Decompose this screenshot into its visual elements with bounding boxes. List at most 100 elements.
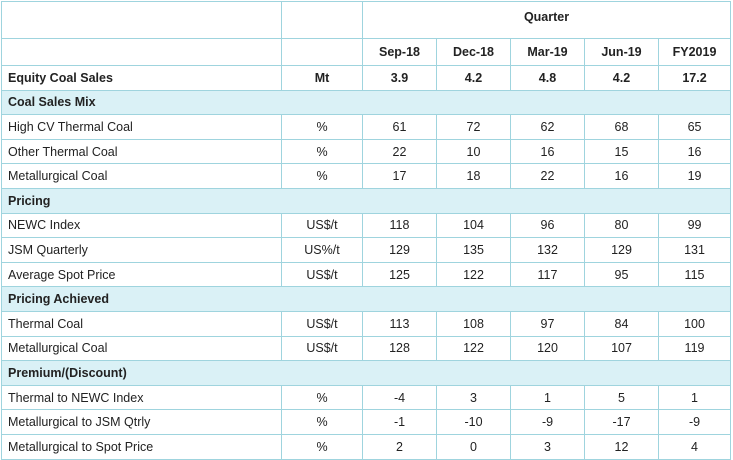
header-blank-cell [281, 1, 363, 39]
value-cell: 16 [510, 138, 585, 165]
table-row: High CV Thermal Coal% 61 72 62 68 65 [1, 114, 732, 140]
table-row: NEWC Index US$/t 118 104 96 80 99 [1, 212, 732, 239]
period-header: Jun-19 [584, 38, 659, 66]
value-cell: 99 [657, 212, 732, 239]
header-group-row: Quarter [1, 1, 732, 39]
value-cell: 3 [436, 384, 511, 411]
value-cell: 119 [657, 335, 732, 362]
section-title: Pricing Achieved [0, 286, 732, 312]
value-cell: 100 [657, 310, 732, 337]
value-cell: 135 [436, 237, 511, 263]
value-cell: -9 [657, 409, 732, 435]
value-cell: 3 [510, 433, 585, 460]
value-cell: 61 [362, 114, 437, 140]
value-cell: 131 [657, 237, 732, 263]
value-cell: 113 [362, 310, 437, 337]
table-row: Metallurgical to Spot Price% 2 0 3 12 4 [1, 433, 732, 460]
value-cell: 129 [584, 237, 659, 263]
section-header-row: Premium/(Discount) [0, 360, 732, 386]
value-cell: 96 [510, 212, 585, 239]
value-cell: 120 [510, 335, 585, 362]
row-unit: Mt [281, 65, 363, 91]
value-cell: 1 [510, 384, 585, 411]
value-cell: 65 [657, 114, 732, 140]
value-cell: 68 [584, 114, 659, 140]
row-label: Thermal to NEWC Index [1, 384, 282, 411]
value-cell: 4.8 [510, 65, 585, 91]
period-header: Sep-18 [362, 38, 437, 66]
value-cell: 118 [362, 212, 437, 239]
section-title: Coal Sales Mix [0, 89, 732, 116]
value-cell: 132 [510, 237, 585, 263]
row-unit: US$/t [281, 212, 363, 239]
row-unit: US%/t [281, 237, 363, 263]
row-label: Metallurgical to Spot Price [1, 433, 282, 460]
row-label: High CV Thermal Coal [1, 114, 282, 140]
row-label: Equity Coal Sales [1, 65, 282, 91]
section-title: Pricing [0, 187, 732, 214]
value-cell: 129 [362, 237, 437, 263]
value-cell: 22 [510, 163, 585, 189]
value-cell: 125 [362, 261, 437, 288]
row-unit: US$/t [281, 335, 363, 362]
value-cell: 5 [584, 384, 659, 411]
row-label: Metallurgical to JSM Qtrly [1, 409, 282, 435]
row-label: Other Thermal Coal [1, 138, 282, 165]
row-unit: % [281, 409, 363, 435]
value-cell: -9 [510, 409, 585, 435]
table-row: Metallurgical Coal% 17 18 22 16 19 [1, 163, 732, 189]
value-cell: 4.2 [436, 65, 511, 91]
row-unit: % [281, 163, 363, 189]
value-cell: 80 [584, 212, 659, 239]
value-cell: -1 [362, 409, 437, 435]
value-cell: 95 [584, 261, 659, 288]
value-cell: 0 [436, 433, 511, 460]
row-label: Metallurgical Coal [1, 163, 282, 189]
row-unit: US$/t [281, 261, 363, 288]
value-cell: 18 [436, 163, 511, 189]
value-cell: 84 [584, 310, 659, 337]
value-cell: -10 [436, 409, 511, 435]
equity-coal-sales-row: Equity Coal Sales Mt 3.9 4.2 4.8 4.2 17.… [1, 65, 732, 91]
row-label: NEWC Index [1, 212, 282, 239]
period-header-row: Sep-18 Dec-18 Mar-19 Jun-19 FY2019 [1, 38, 732, 66]
row-label: Thermal Coal [1, 310, 282, 337]
value-cell: 1 [657, 384, 732, 411]
period-header: Mar-19 [510, 38, 585, 66]
row-unit: US$/t [281, 310, 363, 337]
value-cell: 117 [510, 261, 585, 288]
value-cell: 19 [657, 163, 732, 189]
value-cell: 22 [362, 138, 437, 165]
row-unit: % [281, 114, 363, 140]
row-unit: % [281, 138, 363, 165]
section-header-row: Coal Sales Mix [0, 89, 732, 116]
value-cell: 3.9 [362, 65, 437, 91]
table-row: Metallurgical Coal US$/t 128 122 120 107 119 [1, 335, 732, 362]
section-header-row: Pricing Achieved [0, 286, 732, 312]
value-cell: 4.2 [584, 65, 659, 91]
value-cell: 128 [362, 335, 437, 362]
section-title: Premium/(Discount) [0, 360, 732, 386]
value-cell: -17 [584, 409, 659, 435]
value-cell: 10 [436, 138, 511, 165]
header-blank-cell [1, 38, 282, 66]
period-header: Dec-18 [436, 38, 511, 66]
table-row: Other Thermal Coal% 22 10 16 15 16 [1, 138, 732, 165]
table-row: Average Spot Price US$/t 125 122 117 95 115 [1, 261, 732, 288]
table-row: Thermal Coal US$/t 113 108 97 84 100 [1, 310, 732, 337]
value-cell: -4 [362, 384, 437, 411]
section-header-row: Pricing [0, 187, 732, 214]
value-cell: 107 [584, 335, 659, 362]
value-cell: 97 [510, 310, 585, 337]
row-unit: % [281, 384, 363, 411]
table-row: Metallurgical to JSM Qtrly% -1 -10 -9 -17 -9 [1, 409, 732, 435]
value-cell: 17.2 [657, 65, 732, 91]
value-cell: 15 [584, 138, 659, 165]
value-cell: 17 [362, 163, 437, 189]
row-label: Average Spot Price [1, 261, 282, 288]
value-cell: 16 [657, 138, 732, 165]
table-row: Thermal to NEWC Index% -4 3 1 5 1 [1, 384, 732, 411]
quarter-group-header: Quarter [361, 1, 732, 39]
period-header: FY2019 [657, 38, 732, 66]
